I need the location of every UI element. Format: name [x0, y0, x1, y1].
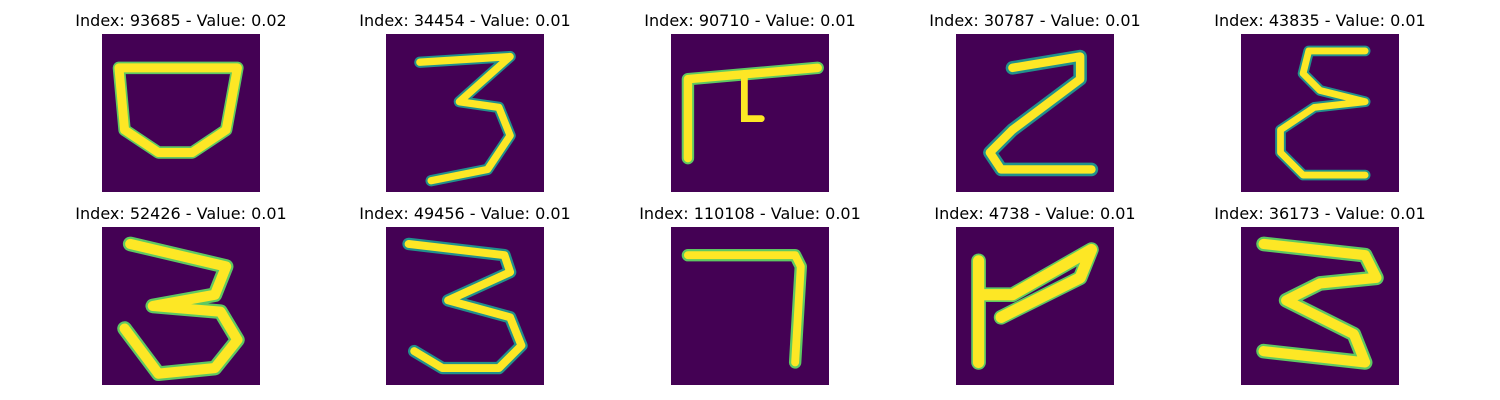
digit-image	[671, 34, 829, 192]
digit-image	[386, 34, 544, 192]
panel-10: Index: 36173 - Value: 0.01	[1195, 193, 1445, 385]
digit-image	[1241, 34, 1399, 192]
panel-3: Index: 90710 - Value: 0.01	[625, 0, 875, 192]
digit-image	[102, 34, 260, 192]
panel-title: Index: 34454 - Value: 0.01	[359, 11, 571, 30]
panel-1: Index: 93685 - Value: 0.02	[56, 0, 306, 192]
panel-title: Index: 110108 - Value: 0.01	[639, 204, 861, 223]
panel-title: Index: 49456 - Value: 0.01	[359, 204, 571, 223]
panel-title: Index: 93685 - Value: 0.02	[75, 11, 287, 30]
panel-title: Index: 43835 - Value: 0.01	[1214, 11, 1426, 30]
digit-image	[1241, 227, 1399, 385]
panel-8: Index: 110108 - Value: 0.01	[625, 193, 875, 385]
digit-image	[386, 227, 544, 385]
panel-9: Index: 4738 - Value: 0.01	[910, 193, 1160, 385]
panel-title: Index: 52426 - Value: 0.01	[75, 204, 287, 223]
digit-image	[956, 227, 1114, 385]
digit-image	[956, 34, 1114, 192]
panel-2: Index: 34454 - Value: 0.01	[340, 0, 590, 192]
digit-image	[671, 227, 829, 385]
panel-title: Index: 90710 - Value: 0.01	[644, 11, 856, 30]
digit-image	[102, 227, 260, 385]
panel-title: Index: 4738 - Value: 0.01	[934, 204, 1136, 223]
panel-4: Index: 30787 - Value: 0.01	[910, 0, 1160, 192]
panel-6: Index: 52426 - Value: 0.01	[56, 193, 306, 385]
panel-5: Index: 43835 - Value: 0.01	[1195, 0, 1445, 192]
panel-title: Index: 36173 - Value: 0.01	[1214, 204, 1426, 223]
panel-7: Index: 49456 - Value: 0.01	[340, 193, 590, 385]
panel-title: Index: 30787 - Value: 0.01	[929, 11, 1141, 30]
